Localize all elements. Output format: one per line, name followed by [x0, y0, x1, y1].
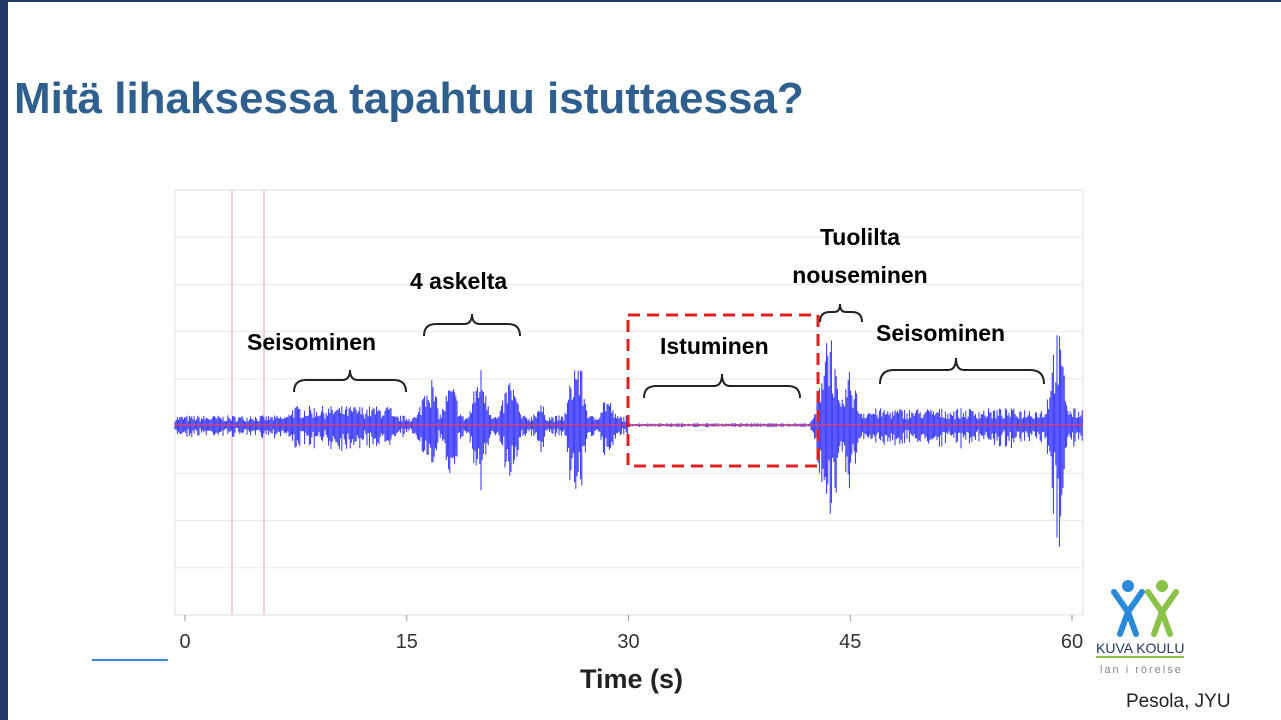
- logo-tagline: lan i rörelse: [1100, 664, 1183, 676]
- annotation: Seisominen: [876, 320, 1006, 346]
- credit: Pesola, JYU: [1126, 691, 1231, 712]
- x-tick-label: 15: [396, 631, 418, 653]
- grid: [174, 189, 1084, 616]
- x-tick-label: 0: [179, 631, 190, 653]
- annotation: 4 askelta: [410, 268, 508, 294]
- annotation: Istuminen: [660, 333, 769, 359]
- x-tick-label: 30: [617, 631, 639, 653]
- top-border: [0, 0, 1281, 2]
- highlight-box: [626, 313, 820, 468]
- x-axis-label: Time (s): [580, 664, 684, 694]
- brackets: [293, 303, 1045, 399]
- slide-title: Mitä lihaksessa tapahtuu istuttaessa?: [14, 74, 804, 123]
- logo-name: KUVA KOULU: [1096, 640, 1185, 658]
- x-tick-label: 60: [1061, 631, 1083, 653]
- annotation: Seisominen: [247, 329, 377, 355]
- logo-icon: [1111, 580, 1179, 637]
- left-bar: [0, 0, 8, 720]
- x-tick-label: 45: [839, 631, 861, 653]
- annotation: Tuolilta nouseminen: [792, 224, 928, 288]
